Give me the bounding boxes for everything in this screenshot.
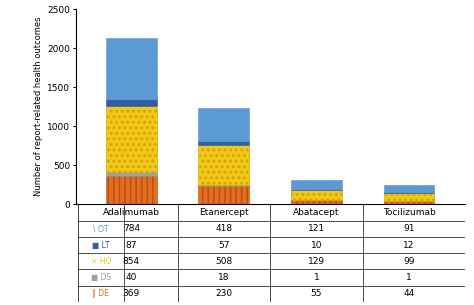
Text: 10: 10 — [310, 241, 322, 249]
Bar — [199, 141, 249, 145]
Bar — [291, 190, 342, 200]
Text: ■ DS: ■ DS — [91, 273, 111, 282]
Bar — [383, 185, 435, 192]
Bar — [383, 201, 435, 204]
Text: Etanercept: Etanercept — [199, 208, 249, 217]
Text: 55: 55 — [310, 289, 322, 298]
Text: 99: 99 — [403, 257, 415, 266]
Text: 784: 784 — [123, 224, 140, 233]
Text: 418: 418 — [215, 224, 232, 233]
Bar — [106, 38, 157, 99]
Text: 129: 129 — [308, 257, 325, 266]
Text: Abatacept: Abatacept — [293, 208, 340, 217]
Bar — [199, 145, 249, 185]
Text: 854: 854 — [123, 257, 140, 266]
Text: ‖ DE: ‖ DE — [92, 289, 109, 298]
Text: 57: 57 — [218, 241, 230, 249]
Bar — [199, 108, 249, 141]
Text: 121: 121 — [308, 224, 325, 233]
Bar — [291, 180, 342, 189]
Bar — [291, 189, 342, 190]
Text: Adalimumab: Adalimumab — [103, 208, 160, 217]
Text: 230: 230 — [215, 289, 232, 298]
Bar — [106, 176, 157, 204]
Text: Tocilizumab: Tocilizumab — [383, 208, 436, 217]
Bar — [383, 193, 435, 201]
Bar — [106, 99, 157, 106]
Text: 87: 87 — [126, 241, 137, 249]
Text: 91: 91 — [403, 224, 415, 233]
Text: 1: 1 — [314, 273, 319, 282]
Text: 508: 508 — [215, 257, 233, 266]
Text: 369: 369 — [123, 289, 140, 298]
Bar — [106, 172, 157, 176]
Text: 1: 1 — [406, 273, 412, 282]
Text: 40: 40 — [126, 273, 137, 282]
Text: 44: 44 — [403, 289, 415, 298]
Text: 12: 12 — [403, 241, 415, 249]
Bar — [199, 185, 249, 186]
Text: \ OT: \ OT — [93, 224, 109, 233]
Bar — [291, 200, 342, 204]
Bar — [383, 192, 435, 193]
Text: ■ LT: ■ LT — [92, 241, 109, 249]
Y-axis label: Number of report-related health outcomes: Number of report-related health outcomes — [34, 17, 43, 196]
Bar — [199, 186, 249, 204]
Bar — [106, 106, 157, 172]
Text: × HO: × HO — [91, 257, 111, 266]
Text: 18: 18 — [218, 273, 230, 282]
